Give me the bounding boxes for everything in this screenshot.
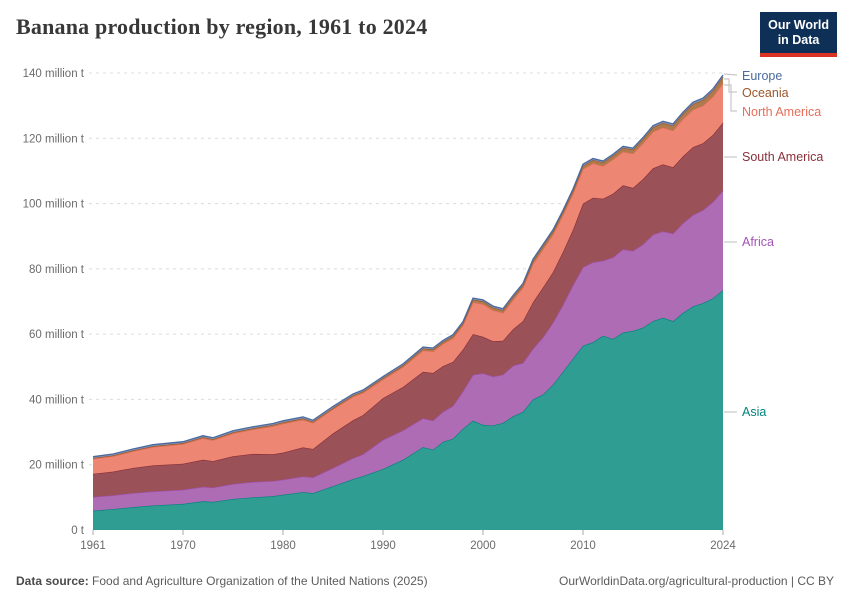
credit-link[interactable]: OurWorldinData.org/agricultural-producti… bbox=[558, 574, 834, 588]
footer: Data source: Food and Agriculture Organi… bbox=[16, 574, 834, 588]
legend-label-europe[interactable]: Europe bbox=[742, 69, 782, 83]
y-axis-tick-label-140: 140 million t bbox=[23, 68, 85, 80]
legend-label-asia[interactable]: Asia bbox=[742, 405, 766, 419]
data-source-note: Data source: Food and Agriculture Organi… bbox=[16, 574, 428, 588]
y-axis-tick-label-20: 20 million t bbox=[29, 460, 85, 472]
data-source-label: Data source: bbox=[16, 574, 89, 588]
data-source-text: Food and Agriculture Organization of the… bbox=[88, 574, 428, 588]
y-axis-tick-label-40: 40 million t bbox=[29, 394, 85, 406]
x-axis-tick-label-1990: 1990 bbox=[370, 540, 396, 552]
y-axis-tick-label-100: 100 million t bbox=[23, 199, 85, 211]
legend-connector-north-america bbox=[724, 84, 737, 112]
y-axis-tick-label-0: 0 t bbox=[71, 525, 85, 537]
y-axis-tick-label-80: 80 million t bbox=[29, 264, 85, 276]
area-topline-europe bbox=[92, 74, 724, 458]
area-south-america[interactable] bbox=[93, 122, 723, 497]
x-axis-tick-label-1980: 1980 bbox=[270, 540, 296, 552]
owid-logo-line1: Our World bbox=[768, 18, 829, 32]
owid-logo[interactable]: Our World in Data bbox=[760, 12, 837, 57]
legend-label-south-america[interactable]: South America bbox=[742, 150, 823, 164]
owid-logo-line2: in Data bbox=[777, 33, 820, 47]
area-africa[interactable] bbox=[93, 190, 723, 511]
area-asia[interactable] bbox=[93, 290, 723, 530]
x-axis-tick-label-1970: 1970 bbox=[170, 540, 196, 552]
x-axis-tick-label-2010: 2010 bbox=[570, 540, 596, 552]
x-axis-tick-label-2024: 2024 bbox=[710, 540, 736, 552]
legend-connector-oceania bbox=[724, 78, 737, 93]
legend-label-north-america[interactable]: North America bbox=[742, 105, 821, 119]
y-axis-tick-label-120: 120 million t bbox=[23, 133, 85, 145]
x-axis-tick-label-2000: 2000 bbox=[470, 540, 496, 552]
y-axis-tick-label-60: 60 million t bbox=[29, 329, 85, 341]
legend-label-oceania[interactable]: Oceania bbox=[742, 86, 789, 100]
x-axis-tick-label-1961: 1961 bbox=[80, 540, 106, 552]
legend-connector-europe bbox=[723, 73, 738, 76]
page-title: Banana production by region, 1961 to 202… bbox=[16, 14, 428, 39]
legend-label-africa[interactable]: Africa bbox=[742, 235, 774, 249]
